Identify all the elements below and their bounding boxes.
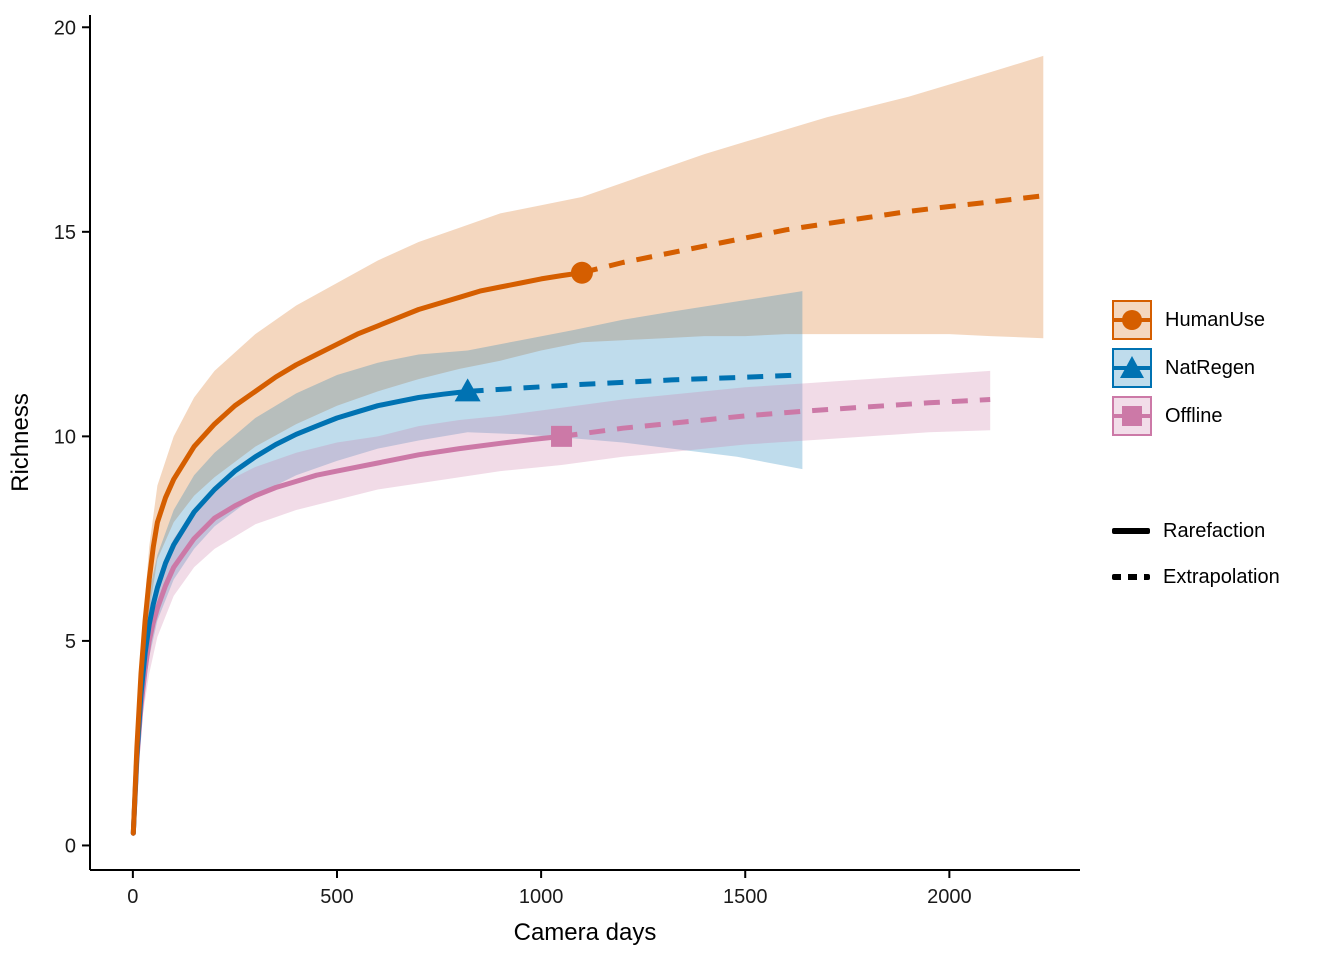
rarefaction-line-natregen xyxy=(130,388,471,836)
legend-item-extrapolation: Extrapolation xyxy=(1112,562,1280,592)
extrapolation-line-humanuse xyxy=(581,193,1044,276)
plot-area: 0 500 1000 1500 2000 0 5 10 15 20 Camera days Richn… xyxy=(7,15,1080,946)
legend: HumanUse NatRegen Offline Rarefaction Ex… xyxy=(1112,300,1280,608)
legend-item-offline: Offline xyxy=(1112,396,1280,436)
y-axis-title: Richness xyxy=(7,393,34,492)
observed-marker-humanuse xyxy=(570,261,593,284)
legend-label-natregen: NatRegen xyxy=(1165,356,1256,379)
rarefaction-line-humanuse xyxy=(130,270,585,836)
legend-label-rarefaction: Rarefaction xyxy=(1163,519,1266,542)
ribbon-natregen xyxy=(133,291,803,838)
solid-line-icon xyxy=(1112,528,1150,534)
legend-label-offline: Offline xyxy=(1165,404,1223,427)
x-tick-label: 1000 xyxy=(519,886,564,908)
humanuse-marker-glyph xyxy=(1114,310,1150,330)
extrapolation-line-natregen xyxy=(467,372,803,394)
y-tick-label: 0 xyxy=(65,835,76,857)
x-tick-label: 500 xyxy=(320,886,353,908)
observed-marker-natregen xyxy=(454,378,481,402)
ribbon-humanuse xyxy=(133,55,1044,838)
offline-square-icon xyxy=(1112,396,1152,436)
y-tick-label: 20 xyxy=(54,17,76,39)
offline-marker-glyph xyxy=(1114,406,1150,426)
natregen-triangle-icon xyxy=(1112,348,1152,388)
x-tick-label: 2000 xyxy=(927,886,972,908)
dashed-line-icon xyxy=(1112,574,1150,580)
x-axis-title: Camera days xyxy=(514,919,657,946)
ribbon-offline xyxy=(133,370,991,838)
y-tick-label: 10 xyxy=(54,426,76,448)
legend-item-natregen: NatRegen xyxy=(1112,348,1280,388)
x-tick-label: 1500 xyxy=(723,886,768,908)
natregen-marker-glyph xyxy=(1114,356,1150,378)
legend-item-humanuse: HumanUse xyxy=(1112,300,1280,340)
legend-item-rarefaction: Rarefaction xyxy=(1112,516,1280,546)
legend-series-group: HumanUse NatRegen Offline xyxy=(1112,300,1280,444)
y-tick-label: 5 xyxy=(65,631,76,653)
x-tick-label: 0 xyxy=(127,886,138,908)
observed-marker-offline xyxy=(551,425,573,447)
legend-linetype-group: Rarefaction Extrapolation xyxy=(1112,516,1280,608)
legend-label-humanuse: HumanUse xyxy=(1165,308,1266,331)
humanuse-circle-icon xyxy=(1112,300,1152,340)
y-tick-label: 15 xyxy=(54,222,76,244)
legend-label-extrapolation: Extrapolation xyxy=(1163,565,1280,588)
